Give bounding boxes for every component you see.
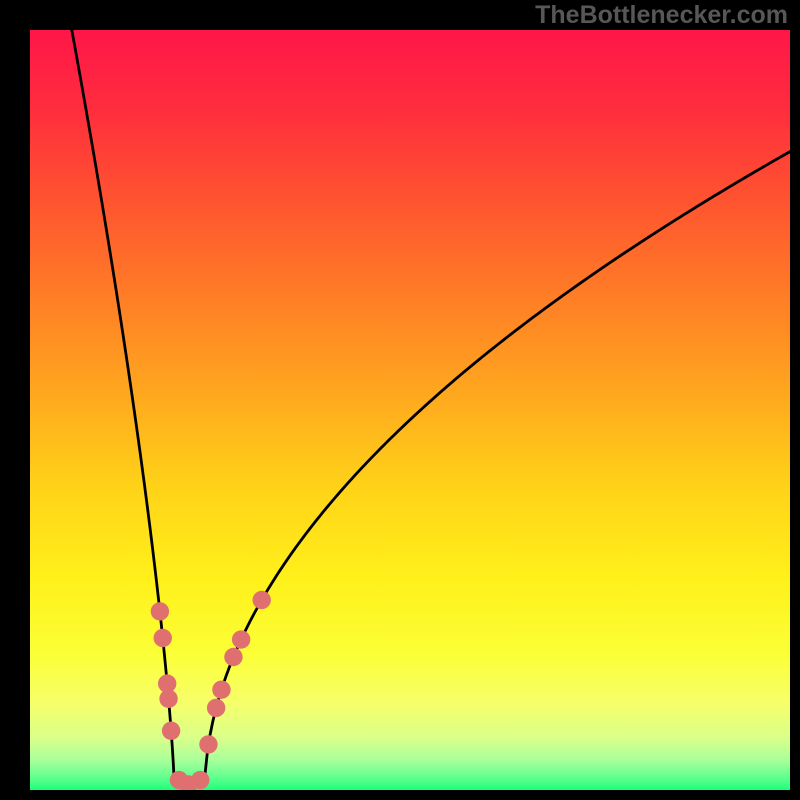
figure-root: TheBottlenecker.com xyxy=(0,0,800,800)
data-dot xyxy=(151,602,169,620)
bottleneck-plot xyxy=(30,30,790,790)
data-dot xyxy=(199,735,217,753)
data-dot xyxy=(162,722,180,740)
data-dot xyxy=(191,771,209,789)
data-dot xyxy=(159,690,177,708)
data-dot xyxy=(253,591,271,609)
gradient-background xyxy=(30,30,790,790)
data-dot xyxy=(232,630,250,648)
data-dot xyxy=(212,680,230,698)
watermark-text: TheBottlenecker.com xyxy=(535,1,788,30)
data-dot xyxy=(154,629,172,647)
data-dot xyxy=(207,699,225,717)
data-dot xyxy=(224,648,242,666)
